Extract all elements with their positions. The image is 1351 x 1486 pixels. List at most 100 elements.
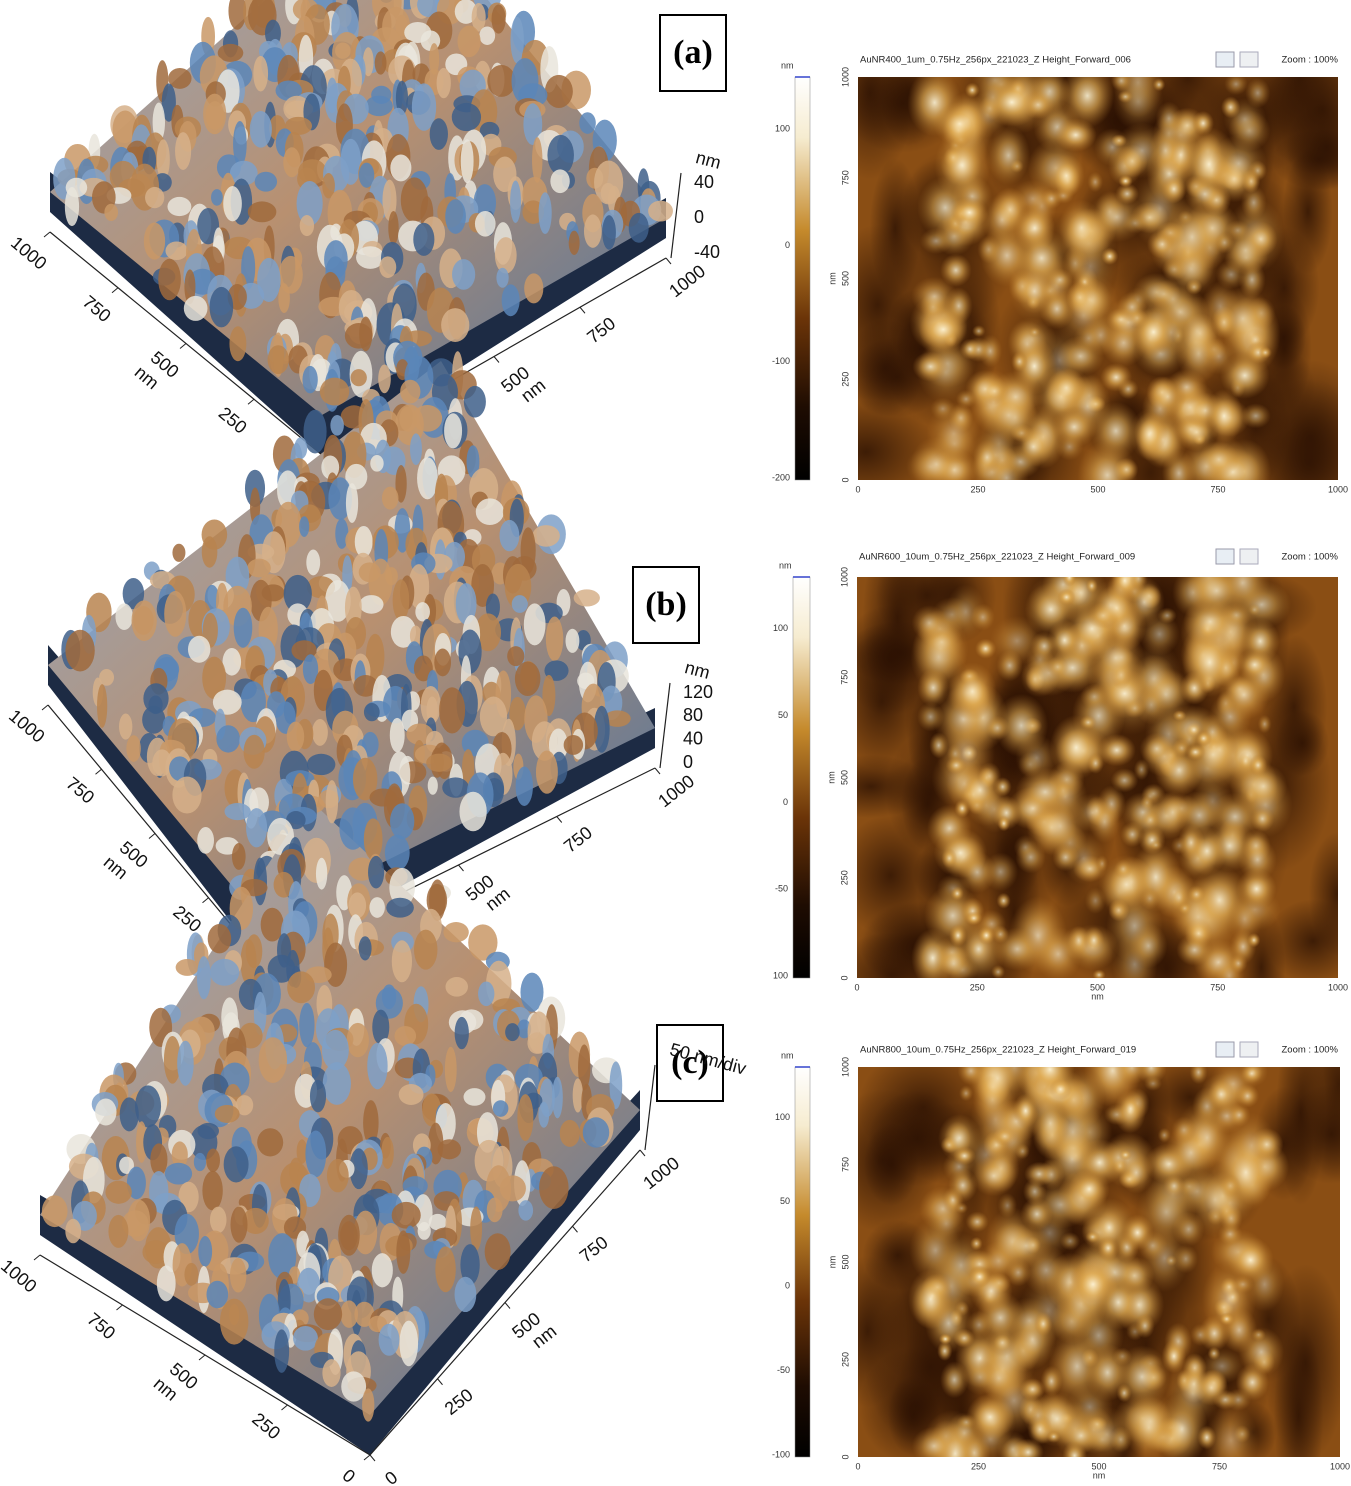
tick-mark (248, 399, 254, 404)
grain (1015, 768, 1074, 817)
surface-peak (42, 1195, 68, 1227)
axis-tick-label: 750 (83, 1309, 119, 1344)
zoom-in-button[interactable] (1216, 549, 1234, 564)
surface-peak (310, 1080, 326, 1112)
grain (1000, 1223, 1053, 1268)
z-axis-unit: nm (683, 657, 712, 683)
surface-peak (365, 96, 393, 117)
surface-peak (184, 1263, 198, 1286)
surface-peak (502, 284, 520, 316)
grain (966, 1211, 989, 1232)
grain (1118, 90, 1134, 103)
grain (1158, 607, 1177, 623)
grain (1187, 563, 1246, 619)
surface-peak (164, 591, 186, 637)
y-tick-label: 250 (839, 870, 849, 885)
surface-peak (206, 1149, 220, 1173)
surface-peak (210, 287, 234, 327)
zoom-in-button[interactable] (1216, 1042, 1234, 1057)
surface-peak (378, 364, 391, 393)
axis-tick-label: 1000 (665, 261, 709, 301)
surface-peak (476, 498, 504, 525)
zoom-out-button[interactable] (1240, 52, 1258, 67)
grain (917, 668, 949, 707)
x-axis-unit: nm (1091, 991, 1104, 1001)
y-tick-label: 1000 (839, 567, 849, 587)
grain (1129, 567, 1148, 591)
colorbar-tick-label: 0 (783, 797, 788, 807)
surface-peak (516, 767, 533, 807)
grain (1014, 426, 1054, 467)
surface-peak (145, 187, 164, 208)
surface-peak (487, 1198, 503, 1223)
grain (1068, 1260, 1117, 1310)
tick-mark (203, 898, 209, 903)
surface-peak (569, 231, 580, 255)
grain (1130, 408, 1169, 460)
surface-peak (399, 1321, 418, 1367)
tick-mark (640, 1150, 645, 1156)
zoom-in-button[interactable] (1216, 52, 1234, 67)
grain (933, 102, 986, 146)
surface-peak (496, 268, 508, 288)
surface-peak (172, 544, 185, 562)
colorbar (795, 1067, 810, 1457)
image-title: AuNR400_1um_0.75Hz_256px_221023_Z Height… (860, 55, 1131, 66)
grain (993, 927, 1041, 970)
grain (1198, 441, 1239, 478)
tick-mark (149, 834, 155, 839)
grain (1084, 1344, 1130, 1402)
shadow (864, 1123, 919, 1206)
grain (1153, 78, 1166, 91)
surface-peak (446, 977, 468, 997)
y-tick-label: 750 (840, 170, 850, 185)
grain (1085, 887, 1106, 914)
x-tick-label: 1000 (1328, 484, 1348, 494)
axis-line (660, 683, 670, 768)
surface-peak (510, 180, 521, 223)
grain (1195, 730, 1212, 746)
x-tick-label: 250 (970, 484, 985, 494)
tick-mark (655, 768, 660, 774)
axis-tick-label: 1000 (5, 706, 49, 747)
grain (1189, 1060, 1207, 1084)
grain (953, 1146, 976, 1165)
colorbar-unit: nm (779, 560, 792, 570)
surface-peak (518, 1200, 533, 1220)
surface-peak (479, 26, 495, 45)
surface-peak (390, 155, 411, 182)
surface-peak (307, 754, 336, 775)
colorbar-tick-label: 50 (780, 1196, 790, 1206)
surface-peak (505, 1023, 520, 1041)
zoom-out-button[interactable] (1240, 1042, 1258, 1057)
grain (1211, 135, 1267, 192)
tick-mark (580, 307, 585, 313)
grain (1258, 715, 1272, 734)
surface-peak (369, 897, 384, 918)
axis-tick-label: 750 (576, 1232, 612, 1266)
grain (1122, 213, 1148, 234)
surface-peak (441, 308, 469, 342)
colorbar-tick-label: 0 (785, 240, 790, 250)
surface-peak (547, 135, 574, 175)
surface-peak (345, 323, 373, 349)
surface-peak (314, 1298, 342, 1330)
zoom-out-button[interactable] (1240, 549, 1258, 564)
surface-peak (444, 413, 462, 448)
height-image (812, 503, 1351, 1035)
surface-peak (287, 971, 315, 1003)
surface-peak (381, 1137, 394, 1169)
axis-line (645, 1065, 655, 1150)
z-axis-unit: nm (694, 147, 723, 173)
grain (1135, 685, 1167, 725)
surface-peak (461, 139, 474, 183)
tick-mark (459, 865, 464, 871)
surface-peak (197, 827, 214, 854)
grain (1135, 1313, 1155, 1338)
surface-peak (323, 1062, 351, 1105)
colorbar (793, 577, 810, 978)
grain (1083, 926, 1104, 954)
surface-peak (392, 1202, 421, 1229)
surface-peak (108, 1215, 128, 1248)
grain (1228, 1113, 1276, 1179)
